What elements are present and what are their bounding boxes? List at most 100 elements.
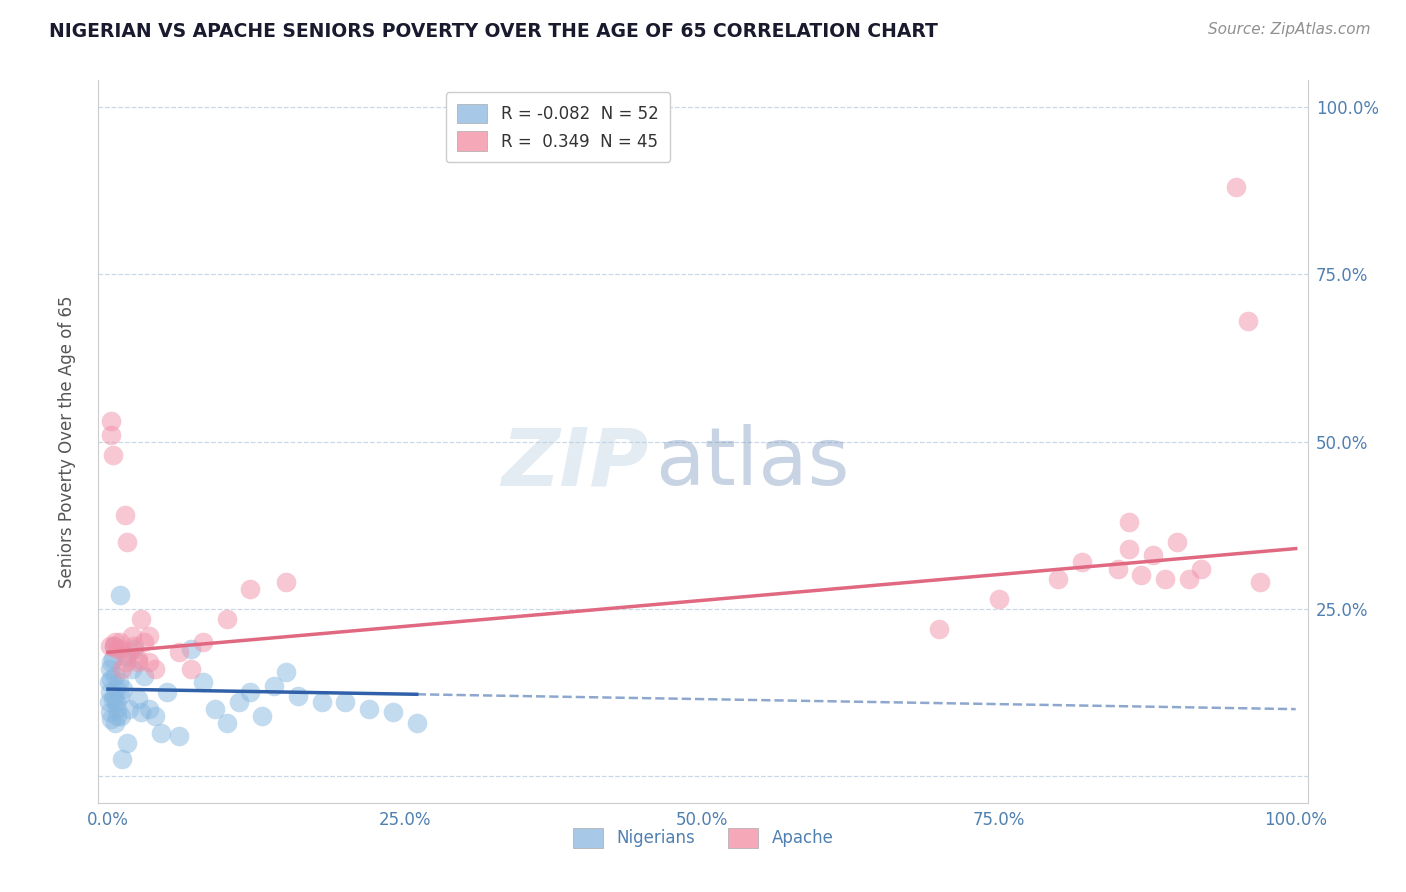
Point xyxy=(191,635,214,649)
Text: atlas: atlas xyxy=(655,425,849,502)
Point xyxy=(274,665,297,680)
Point xyxy=(108,689,131,703)
Point xyxy=(103,689,125,703)
Point xyxy=(150,725,173,739)
Point xyxy=(359,702,381,716)
Point xyxy=(180,662,202,676)
Point xyxy=(180,642,202,657)
Point xyxy=(132,635,155,649)
Point xyxy=(129,612,152,626)
Point xyxy=(122,639,145,653)
Point xyxy=(1249,575,1271,590)
Point xyxy=(1130,568,1153,582)
Point xyxy=(382,706,405,720)
Point xyxy=(1118,541,1140,556)
Point xyxy=(215,715,238,730)
Point xyxy=(1189,562,1212,576)
Point xyxy=(1225,180,1247,194)
Point xyxy=(274,575,297,590)
Point xyxy=(335,696,357,710)
Point xyxy=(311,696,333,710)
Point xyxy=(108,589,131,603)
Point xyxy=(105,681,128,696)
Legend: Nigerians, Apache: Nigerians, Apache xyxy=(564,820,842,856)
Point xyxy=(1154,572,1177,586)
Point xyxy=(987,591,1010,606)
Point xyxy=(100,712,122,726)
Point xyxy=(112,681,135,696)
Point xyxy=(145,708,167,723)
Point xyxy=(100,428,122,442)
Point xyxy=(114,655,136,669)
Point xyxy=(114,648,136,663)
Point xyxy=(98,706,121,720)
Point xyxy=(104,635,127,649)
Point xyxy=(263,679,285,693)
Point xyxy=(101,692,124,706)
Point xyxy=(252,708,274,723)
Point xyxy=(127,692,149,706)
Point xyxy=(239,685,262,699)
Point xyxy=(405,715,427,730)
Point xyxy=(105,696,128,710)
Point xyxy=(107,642,129,657)
Point xyxy=(98,675,121,690)
Point xyxy=(138,655,160,669)
Point xyxy=(108,642,131,657)
Point xyxy=(127,655,149,669)
Point xyxy=(101,652,124,666)
Point xyxy=(114,508,136,523)
Point xyxy=(118,645,141,659)
Point xyxy=(122,642,145,657)
Point xyxy=(138,629,160,643)
Point xyxy=(104,669,127,683)
Point xyxy=(1142,548,1164,563)
Point xyxy=(1178,572,1201,586)
Point xyxy=(191,675,214,690)
Point xyxy=(215,612,238,626)
Text: Source: ZipAtlas.com: Source: ZipAtlas.com xyxy=(1208,22,1371,37)
Point xyxy=(1166,535,1188,549)
Point xyxy=(1107,562,1129,576)
Point xyxy=(121,629,143,643)
Text: NIGERIAN VS APACHE SENIORS POVERTY OVER THE AGE OF 65 CORRELATION CHART: NIGERIAN VS APACHE SENIORS POVERTY OVER … xyxy=(49,22,938,41)
Point xyxy=(104,715,127,730)
Point xyxy=(98,639,121,653)
Point xyxy=(98,696,121,710)
Point xyxy=(103,639,125,653)
Point xyxy=(107,708,129,723)
Point xyxy=(239,582,262,596)
Point xyxy=(1047,572,1070,586)
Point xyxy=(100,672,122,686)
Point xyxy=(107,675,129,690)
Point xyxy=(1118,515,1140,529)
Point xyxy=(138,702,160,716)
Point xyxy=(111,752,134,766)
Point xyxy=(1237,314,1260,328)
Point xyxy=(118,702,141,716)
Point xyxy=(204,702,226,716)
Point xyxy=(228,696,250,710)
Point xyxy=(167,729,190,743)
Point xyxy=(129,706,152,720)
Point xyxy=(1070,555,1092,569)
Point xyxy=(98,685,121,699)
Point xyxy=(100,414,122,429)
Point xyxy=(115,535,138,549)
Point xyxy=(108,635,131,649)
Y-axis label: Seniors Poverty Over the Age of 65: Seniors Poverty Over the Age of 65 xyxy=(58,295,76,588)
Point xyxy=(98,662,121,676)
Point xyxy=(167,645,190,659)
Point xyxy=(287,689,309,703)
Point xyxy=(100,655,122,669)
Point xyxy=(121,662,143,676)
Point xyxy=(103,639,125,653)
Point xyxy=(115,735,138,749)
Point xyxy=(132,669,155,683)
Point xyxy=(110,708,132,723)
Point xyxy=(156,685,179,699)
Point xyxy=(928,622,950,636)
Point xyxy=(107,702,129,716)
Text: ZIP: ZIP xyxy=(501,425,648,502)
Point xyxy=(145,662,167,676)
